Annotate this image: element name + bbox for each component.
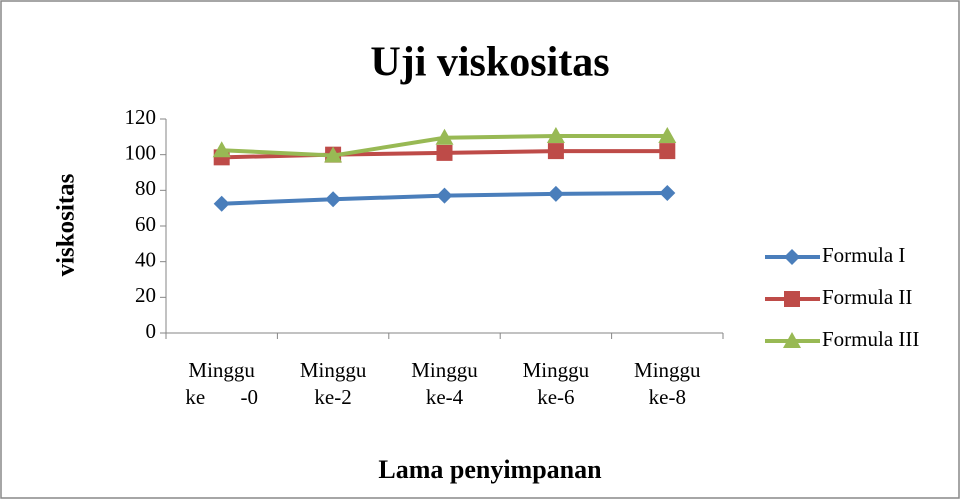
marker [324,146,343,163]
y-tick-label: 20 [135,283,156,307]
y-tick-label: 120 [125,105,157,129]
x-tick-label: Minggu ke -0 [185,358,258,409]
marker [212,141,231,158]
marker [659,185,676,202]
chart-title: Uji viskositas [370,40,609,86]
marker [546,126,565,143]
legend-label: Formula II [822,285,912,309]
x-axis-label: Lama penyimpanan [378,455,602,484]
y-tick-label: 60 [135,212,156,236]
marker [784,249,800,265]
y-axis-label: viskositas [53,173,80,276]
marker [436,187,453,204]
marker [547,185,564,202]
marker [783,332,801,348]
legend-label: Formula III [822,327,919,351]
marker [658,126,677,143]
x-tick-label: Minggu ke-6 [522,358,590,409]
marker [436,144,453,161]
y-tick-label: 100 [125,140,157,164]
y-tick-label: 0 [146,319,157,343]
marker [435,128,454,145]
x-tick-label: Minggu ke-2 [299,358,367,409]
y-tick-label: 80 [135,176,156,200]
marker [325,191,342,208]
marker [213,195,230,212]
marker [659,143,676,160]
x-tick-label: Minggu ke-8 [634,358,701,409]
legend-label: Formula I [822,243,905,267]
y-tick-label: 40 [135,247,156,271]
marker [547,143,564,160]
x-tick-label: Minggu ke-4 [411,358,478,409]
marker [784,291,800,307]
